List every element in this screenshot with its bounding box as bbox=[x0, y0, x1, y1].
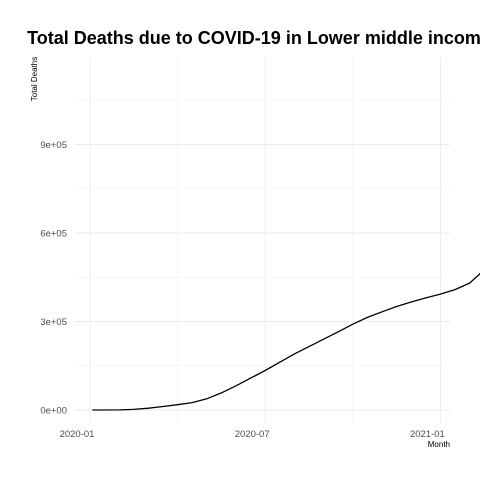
series-line-total-deaths bbox=[92, 272, 480, 411]
y-tick-label: 6e+05 bbox=[40, 229, 67, 240]
y-axis-label: Total Deaths bbox=[30, 57, 39, 101]
x-tick-label: 2021-01 bbox=[410, 429, 445, 440]
x-tick-label: 2020-01 bbox=[60, 429, 95, 440]
chart-title: Total Deaths due to COVID-19 in Lower mi… bbox=[27, 28, 480, 48]
grid bbox=[75, 57, 450, 423]
y-axis-ticks: 0e+00 3e+05 6e+05 9e+05 bbox=[40, 140, 67, 417]
y-tick-label: 9e+05 bbox=[40, 140, 67, 151]
series-layer bbox=[92, 272, 480, 411]
y-tick-label: 3e+05 bbox=[40, 317, 67, 328]
y-tick-label: 0e+00 bbox=[40, 406, 67, 417]
x-tick-label: 2020-07 bbox=[235, 429, 270, 440]
x-axis-label: Month bbox=[428, 440, 450, 449]
